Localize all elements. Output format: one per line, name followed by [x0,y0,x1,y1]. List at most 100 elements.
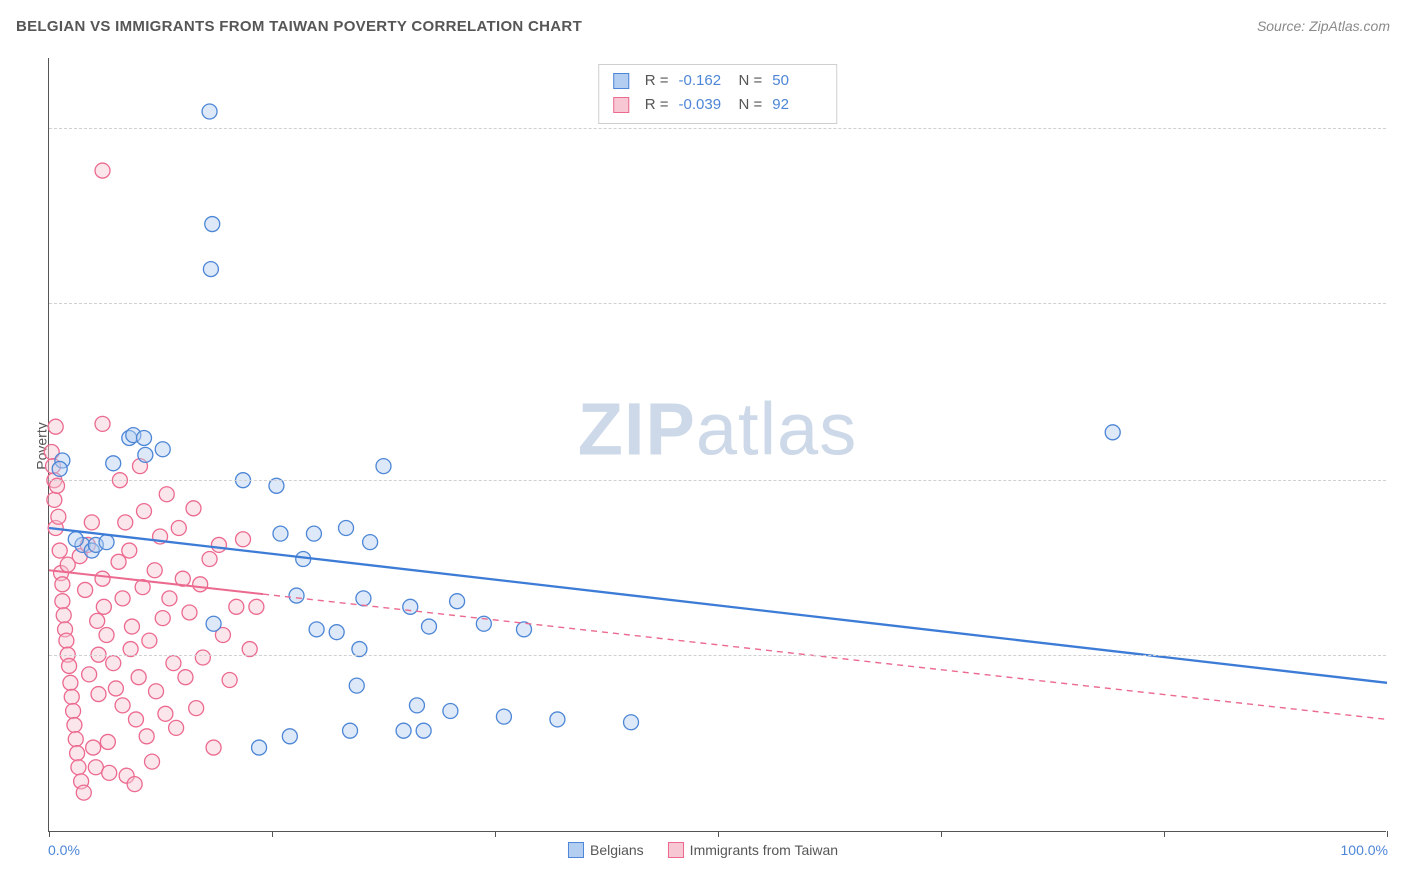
x-tick [1387,831,1388,837]
scatter-point [171,521,186,536]
scatter-point [99,627,114,642]
scatter-point [76,785,91,800]
scatter-point [52,461,67,476]
scatter-point [86,740,101,755]
scatter-point [403,599,418,614]
series-legend-item: Belgians [568,842,644,858]
scatter-point [106,656,121,671]
scatter-point [90,613,105,628]
scatter-point [496,709,511,724]
scatter-point [202,104,217,119]
x-tick [49,831,50,837]
scatter-point [64,689,79,704]
scatter-point [59,633,74,648]
series-legend-label: Immigrants from Taiwan [690,842,838,858]
scatter-point [186,501,201,516]
scatter-point [309,622,324,637]
scatter-point [416,723,431,738]
scatter-point [51,509,66,524]
scatter-point [115,591,130,606]
scatter-point [68,732,83,747]
scatter-point [102,765,117,780]
scatter-point [78,582,93,597]
scatter-point [82,667,97,682]
scatter-point [202,551,217,566]
scatter-point [158,706,173,721]
scatter-point [162,591,177,606]
scatter-point [236,532,251,547]
scatter-point [349,678,364,693]
chart-source: Source: ZipAtlas.com [1257,18,1390,34]
scatter-point [166,656,181,671]
scatter-point [550,712,565,727]
scatter-point [624,715,639,730]
scatter-point [155,611,170,626]
scatter-point [52,543,67,558]
scatter-point [91,687,106,702]
scatter-point [128,712,143,727]
scatter-point [421,619,436,634]
series-legend: Belgians Immigrants from Taiwan [568,842,838,858]
scatter-point [145,754,160,769]
scatter-point [306,526,321,541]
scatter-point [155,442,170,457]
x-tick [1164,831,1165,837]
scatter-point [182,605,197,620]
scatter-point [95,416,110,431]
scatter-point [249,599,264,614]
scatter-point [71,760,86,775]
gridline [49,480,1386,481]
scatter-point [178,670,193,685]
scatter-point [122,543,137,558]
scatter-point [62,658,77,673]
gridline [49,303,1386,304]
scatter-point [55,594,70,609]
scatter-point [136,504,151,519]
scatter-point [409,698,424,713]
x-axis-min-label: 0.0% [48,842,80,858]
scatter-point [222,673,237,688]
x-tick [718,831,719,837]
scatter-point [252,740,267,755]
scatter-point [127,777,142,792]
scatter-point [282,729,297,744]
scatter-point [99,535,114,550]
plot-area: ZIPatlas R =-0.162N =50R =-0.039N =92 6.… [48,58,1386,832]
scatter-point [206,740,221,755]
scatter-point [100,734,115,749]
series-legend-item: Immigrants from Taiwan [668,842,838,858]
series-legend-label: Belgians [590,842,644,858]
scatter-point [96,599,111,614]
scatter-point [205,217,220,232]
scatter-point [193,577,208,592]
scatter-point [343,723,358,738]
scatter-point [136,430,151,445]
x-tick [941,831,942,837]
chart-svg [49,58,1386,831]
scatter-point [195,650,210,665]
scatter-point [159,487,174,502]
scatter-point [142,633,157,648]
scatter-point [108,681,123,696]
scatter-point [329,625,344,640]
scatter-point [149,684,164,699]
scatter-point [203,262,218,277]
scatter-point [55,577,70,592]
gridline [49,128,1386,129]
scatter-point [66,703,81,718]
scatter-point [211,537,226,552]
scatter-point [131,670,146,685]
scatter-point [443,703,458,718]
scatter-point [376,459,391,474]
scatter-point [169,720,184,735]
scatter-point [68,532,83,547]
scatter-point [339,521,354,536]
scatter-point [229,599,244,614]
x-tick [272,831,273,837]
legend-swatch-icon [568,842,584,858]
scatter-point [95,163,110,178]
x-tick [495,831,496,837]
scatter-point [147,563,162,578]
scatter-point [95,571,110,586]
scatter-point [115,698,130,713]
